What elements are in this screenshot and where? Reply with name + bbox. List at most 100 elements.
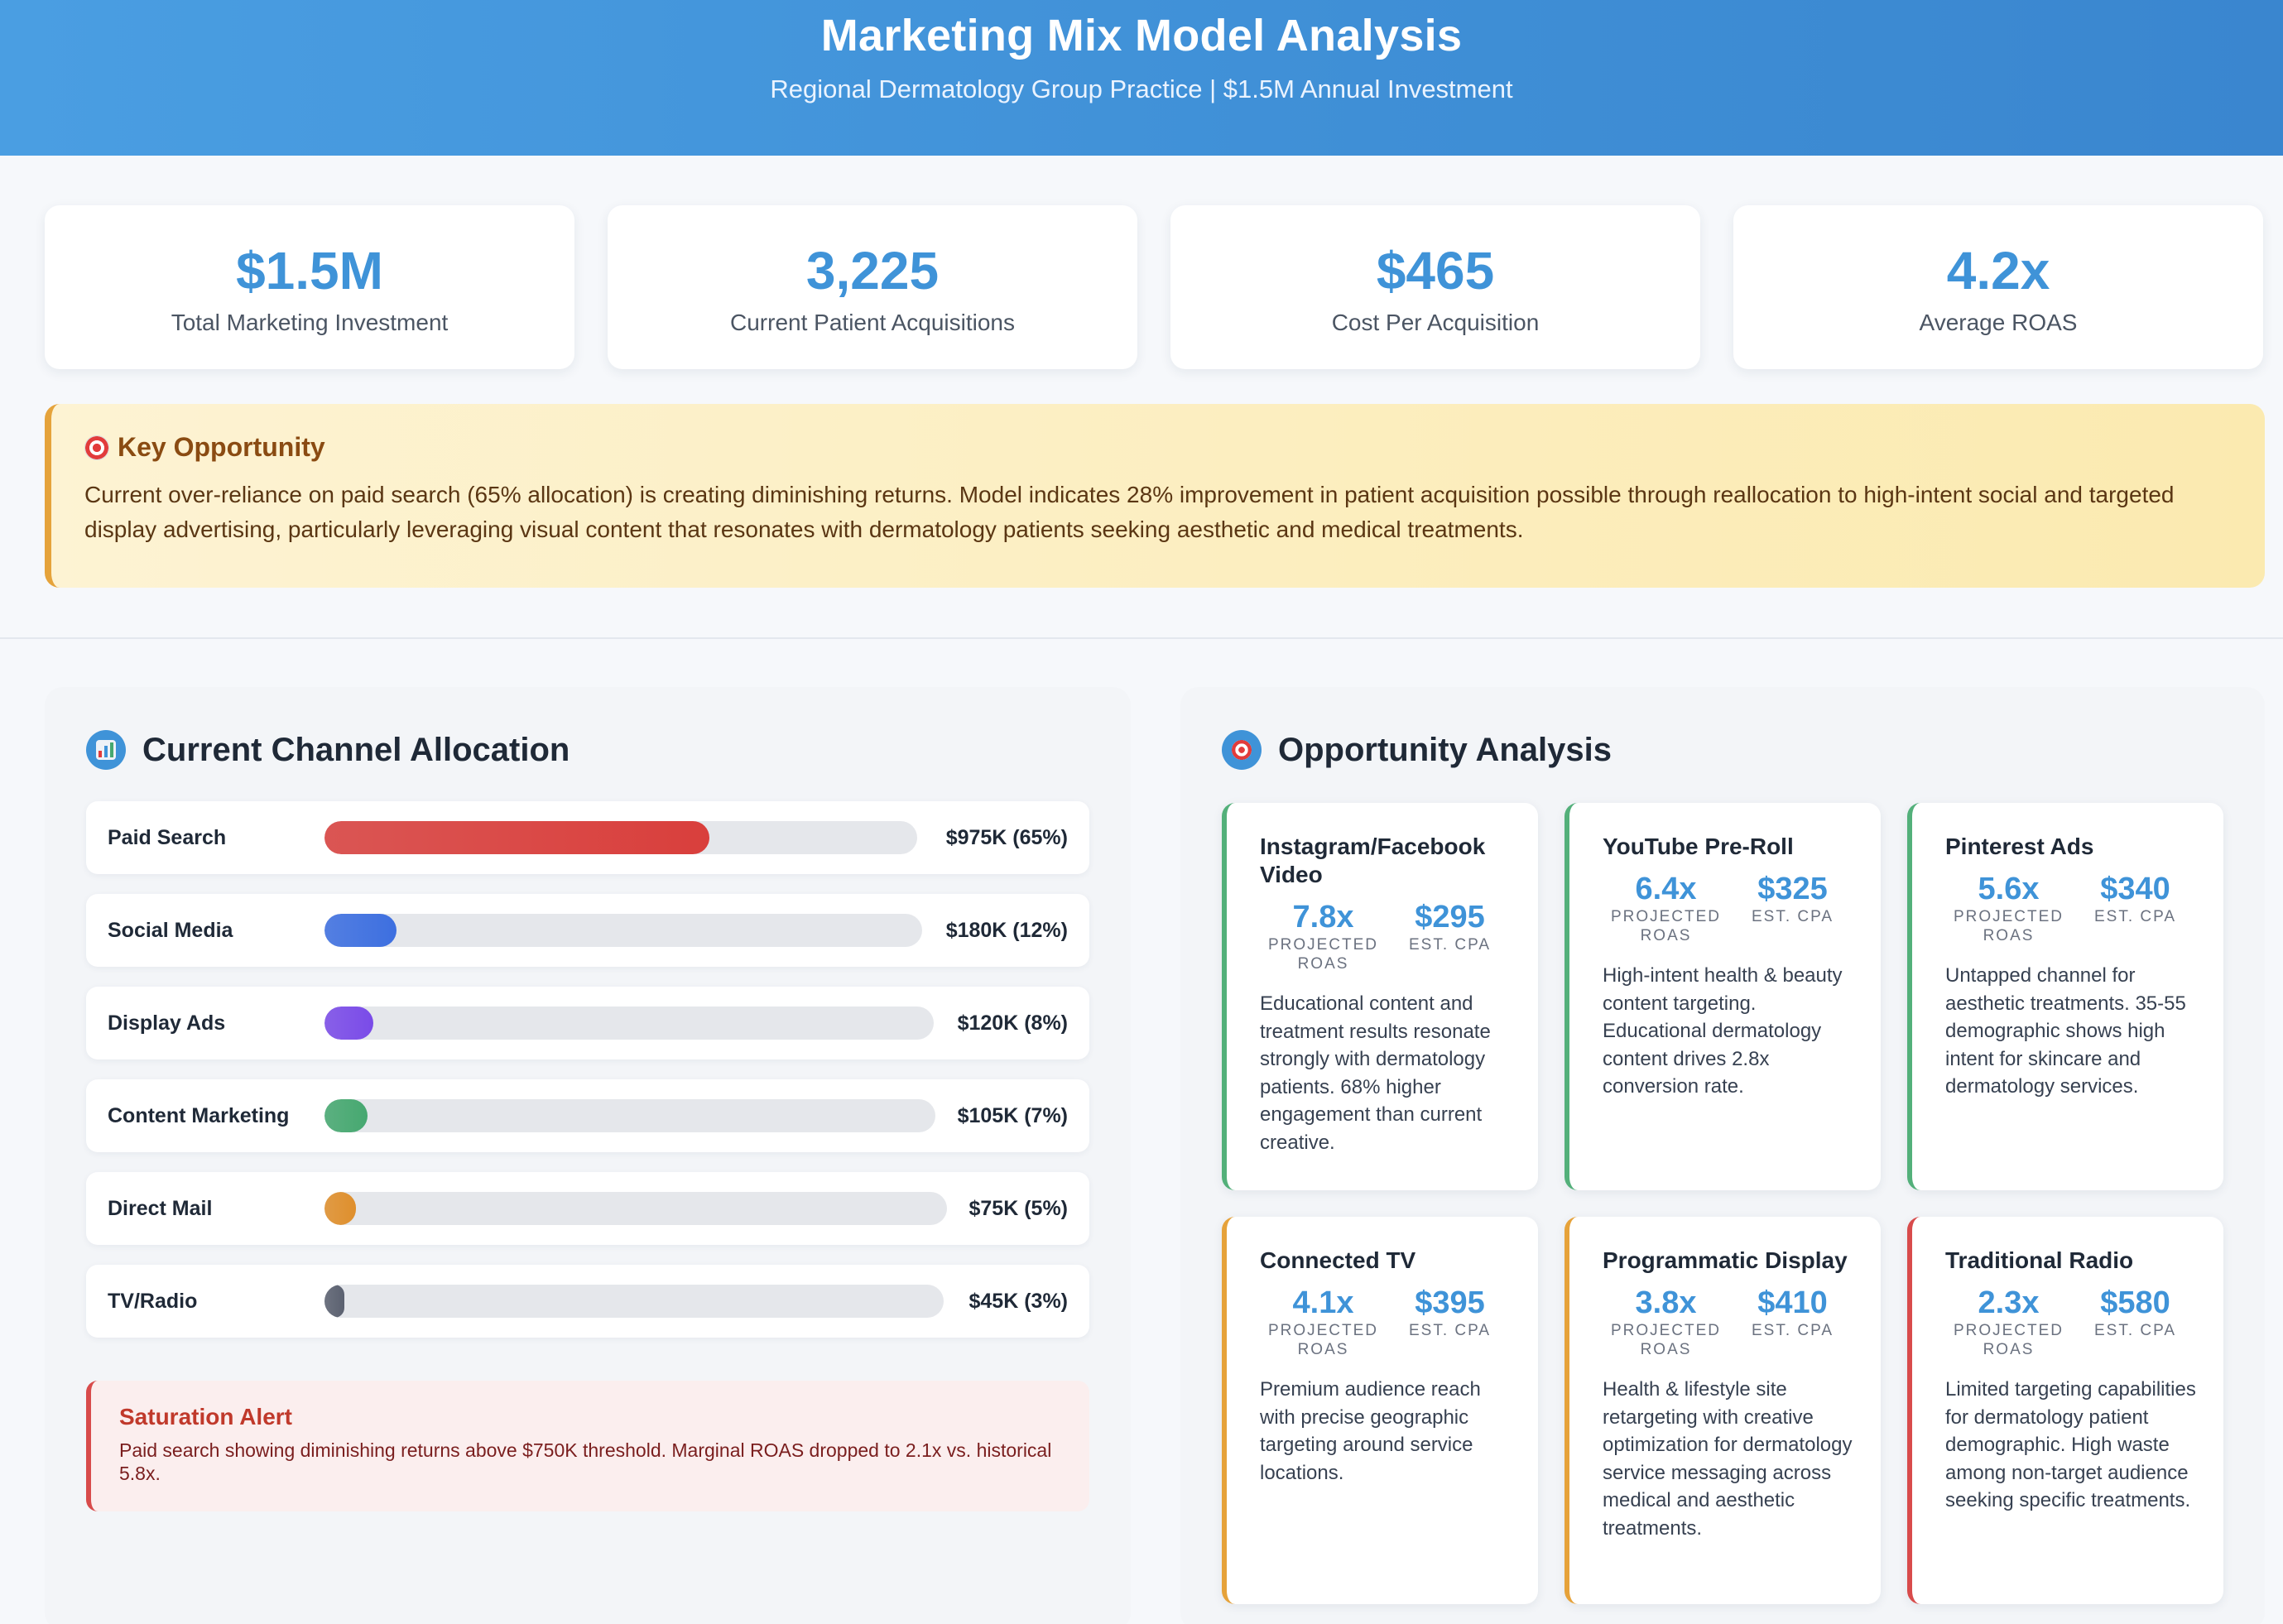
channel-value: $120K (8%) [957,1011,1068,1035]
est-cpa-label: EST. CPA [2093,908,2177,925]
target-icon [84,435,109,460]
projected-roas-label: PROJECTED ROAS [1610,908,1722,944]
key-opportunity-title-row: Key Opportunity [84,432,2232,463]
opportunity-card-youtube-preroll: YouTube Pre-Roll 6.4x PROJECTED ROAS $32… [1564,803,1881,1190]
kpi-label: Current Patient Acquisitions [730,310,1015,335]
est-cpa-metric: $325 EST. CPA [1729,872,1856,945]
kpi-card-patient-acquisitions: 3,225 Current Patient Acquisitions [608,205,1137,369]
channel-name: Social Media [108,919,233,942]
projected-roas-metric: 5.6x PROJECTED ROAS [1945,872,2072,945]
key-opportunity-banner: Key Opportunity Current over-reliance on… [45,404,2265,588]
projected-roas-value: 6.4x [1635,872,1697,906]
kpi-value: 4.2x [1946,241,2050,300]
channel-bar-track [324,1192,947,1225]
est-cpa-label: EST. CPA [1408,936,1492,954]
projected-roas-label: PROJECTED ROAS [1267,1322,1379,1358]
card-metrics: 7.8x PROJECTED ROAS $295 EST. CPA [1260,901,1513,973]
card-title: Traditional Radio [1945,1247,2134,1273]
card-description: High-intent health & beauty content targ… [1603,964,1843,1098]
channel-name: Content Marketing [108,1104,290,1127]
projected-roas-label: PROJECTED ROAS [1267,936,1379,973]
est-cpa-value: $295 [1415,900,1485,935]
est-cpa-metric: $410 EST. CPA [1729,1286,1856,1359]
card-description: Educational content and treatment result… [1260,992,1491,1154]
channel-row-content-marketing: Content Marketing $105K (7%) [86,1079,1089,1152]
channel-name: Paid Search [108,826,227,849]
opportunity-card-connected-tv: Connected TV 4.1x PROJECTED ROAS $395 ES… [1222,1217,1538,1604]
channel-bar-fill [324,1192,356,1225]
channel-name: TV/Radio [108,1290,198,1313]
key-opportunity-title: Key Opportunity [118,432,325,462]
card-metrics: 3.8x PROJECTED ROAS $410 EST. CPA [1603,1286,1856,1359]
est-cpa-label: EST. CPA [2093,1322,2177,1339]
projected-roas-label: PROJECTED ROAS [1610,1322,1722,1358]
card-metrics: 2.3x PROJECTED ROAS $580 EST. CPA [1945,1286,2199,1359]
est-cpa-metric: $395 EST. CPA [1387,1286,1513,1359]
section-divider [0,637,2283,639]
est-cpa-value: $580 [2100,1285,2170,1320]
kpi-value: 3,225 [805,241,940,300]
channel-row-paid-search: Paid Search $975K (65%) [86,801,1089,874]
est-cpa-label: EST. CPA [1408,1322,1492,1339]
opportunity-analysis-panel: Opportunity Analysis Instagram/Facebook … [1180,687,2265,1624]
kpi-card-average-roas: 4.2x Average ROAS [1733,205,2263,369]
card-metrics: 5.6x PROJECTED ROAS $340 EST. CPA [1945,872,2199,945]
channel-bar-fill [324,821,710,854]
channel-bar-fill [324,914,397,947]
channel-row-social-media: Social Media $180K (12%) [86,894,1089,967]
opportunity-analysis-title-row: Opportunity Analysis [1222,730,1612,770]
channel-value: $45K (3%) [968,1290,1069,1313]
bar-chart-icon [86,730,126,770]
page-subtitle: Regional Dermatology Group Practice | $1… [770,74,1513,103]
projected-roas-metric: 2.3x PROJECTED ROAS [1945,1286,2072,1359]
card-title: Programmatic Display [1603,1247,1848,1273]
saturation-alert: Saturation Alert Paid search showing dim… [86,1381,1089,1511]
card-title: Instagram/Facebook Video [1260,834,1486,887]
channel-bar-track [324,1007,934,1040]
channel-allocation-panel: Current Channel Allocation Paid Search $… [45,687,1131,1624]
channel-bar-fill [324,1099,368,1132]
projected-roas-value: 7.8x [1292,900,1354,935]
page-header: Marketing Mix Model Analysis Regional De… [0,0,2283,156]
card-title: Connected TV [1260,1247,1416,1273]
projected-roas-metric: 4.1x PROJECTED ROAS [1260,1286,1387,1359]
projected-roas-metric: 7.8x PROJECTED ROAS [1260,901,1387,973]
channel-value: $105K (7%) [957,1104,1068,1127]
est-cpa-value: $325 [1757,872,1828,906]
card-title: Pinterest Ads [1945,834,2094,859]
projected-roas-label: PROJECTED ROAS [1953,908,2064,944]
opportunity-card-pinterest-ads: Pinterest Ads 5.6x PROJECTED ROAS $340 E… [1907,803,2223,1190]
key-opportunity-text: Current over-reliance on paid search (65… [84,482,2175,542]
card-description: Limited targeting capabilities for derma… [1945,1378,2196,1511]
projected-roas-metric: 3.8x PROJECTED ROAS [1603,1286,1729,1359]
kpi-value: $1.5M [236,241,383,300]
projected-roas-metric: 6.4x PROJECTED ROAS [1603,872,1729,945]
est-cpa-value: $410 [1757,1285,1828,1320]
channel-row-direct-mail: Direct Mail $75K (5%) [86,1172,1089,1245]
opportunity-card-traditional-radio: Traditional Radio 2.3x PROJECTED ROAS $5… [1907,1217,2223,1604]
kpi-label: Average ROAS [1919,310,2078,335]
projected-roas-value: 2.3x [1978,1285,2040,1320]
est-cpa-metric: $340 EST. CPA [2072,872,2199,945]
channel-name: Direct Mail [108,1197,213,1220]
channel-value: $75K (5%) [968,1197,1069,1220]
card-title: YouTube Pre-Roll [1603,834,1794,859]
channel-bar-track [324,821,917,854]
est-cpa-label: EST. CPA [1751,1322,1834,1339]
channel-bar-fill [324,1285,344,1318]
channel-row-tv-radio: TV/Radio $45K (3%) [86,1265,1089,1338]
projected-roas-value: 3.8x [1635,1285,1697,1320]
saturation-alert-title: Saturation Alert [119,1404,292,1429]
card-metrics: 4.1x PROJECTED ROAS $395 EST. CPA [1260,1286,1513,1359]
est-cpa-metric: $580 EST. CPA [2072,1286,2199,1359]
channel-name: Display Ads [108,1011,226,1035]
card-description: Untapped channel for aesthetic treatment… [1945,964,2186,1098]
channel-bar-fill [324,1007,373,1040]
kpi-value: $465 [1376,241,1495,300]
channel-bar-track [324,1099,935,1132]
saturation-alert-text: Paid search showing diminishing returns … [119,1439,1052,1484]
card-description: Health & lifestyle site retargeting with… [1603,1378,1853,1540]
kpi-label: Total Marketing Investment [171,310,449,335]
kpi-label: Cost Per Acquisition [1331,310,1540,335]
opportunity-analysis-title: Opportunity Analysis [1278,731,1613,768]
